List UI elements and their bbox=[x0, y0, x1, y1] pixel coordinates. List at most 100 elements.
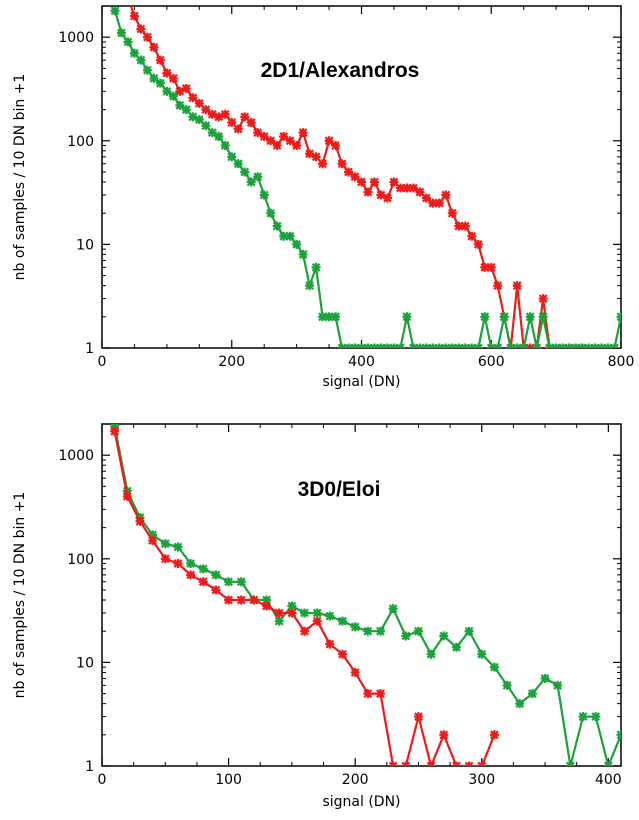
data-point-green bbox=[553, 681, 562, 690]
data-point-green bbox=[240, 167, 249, 176]
x-axis-label: signal (DN) bbox=[322, 794, 400, 810]
data-point-red bbox=[173, 559, 182, 568]
data-point-red bbox=[357, 178, 366, 187]
data-point-red bbox=[401, 762, 410, 771]
data-point-green bbox=[493, 344, 502, 353]
data-point-red bbox=[275, 608, 284, 617]
data-point-green bbox=[396, 344, 405, 353]
data-point-green bbox=[312, 263, 321, 272]
y-tick-label: 10 bbox=[76, 237, 94, 253]
data-point-green bbox=[591, 712, 600, 721]
data-point-green bbox=[532, 344, 541, 353]
data-point-red bbox=[262, 602, 271, 611]
data-point-green bbox=[221, 141, 230, 150]
chart-title: 3D0/Eloi bbox=[298, 478, 381, 501]
data-point-green bbox=[224, 577, 233, 586]
data-point-green bbox=[480, 312, 489, 321]
data-point-red bbox=[313, 617, 322, 626]
x-tick-label: 200 bbox=[342, 772, 369, 788]
data-point-red bbox=[286, 136, 295, 145]
data-point-red bbox=[148, 536, 157, 545]
x-tick-label: 0 bbox=[98, 772, 107, 788]
data-point-green bbox=[266, 209, 275, 218]
data-point-red bbox=[477, 762, 486, 771]
x-tick-label: 400 bbox=[348, 354, 375, 370]
data-point-red bbox=[149, 43, 158, 52]
data-point-green bbox=[143, 66, 152, 75]
x-tick-label: 400 bbox=[595, 772, 622, 788]
data-point-red bbox=[490, 730, 499, 739]
data-point-red bbox=[370, 178, 379, 187]
y-tick-label: 100 bbox=[67, 552, 94, 568]
x-tick-label: 100 bbox=[215, 772, 242, 788]
data-point-green bbox=[292, 240, 301, 249]
data-point-green bbox=[110, 6, 119, 15]
data-point-green bbox=[338, 617, 347, 626]
data-point-green bbox=[452, 643, 461, 652]
data-point-green bbox=[234, 159, 243, 168]
data-point-red bbox=[273, 141, 282, 150]
data-point-red bbox=[136, 24, 145, 33]
data-point-green bbox=[211, 570, 220, 579]
data-point-green bbox=[439, 631, 448, 640]
data-point-red bbox=[441, 190, 450, 199]
chart-panel-top: 0 200 400 600 800 1 10 100 1000 signal (DN) nb of … bbox=[12, 0, 634, 390]
data-point-red bbox=[279, 132, 288, 141]
data-point-green bbox=[117, 28, 126, 37]
data-point-red bbox=[493, 281, 502, 290]
data-point-green bbox=[604, 762, 613, 771]
data-point-green bbox=[610, 344, 619, 353]
data-point-green bbox=[175, 101, 184, 110]
data-point-green bbox=[253, 172, 262, 181]
data-point-red bbox=[224, 596, 233, 605]
chart-title: 2D1/Alexandros bbox=[261, 59, 420, 82]
data-point-red bbox=[123, 0, 132, 2]
data-point-green bbox=[579, 712, 588, 721]
data-point-red bbox=[211, 585, 220, 594]
data-point-red bbox=[299, 128, 308, 137]
y-tick-label: 1000 bbox=[58, 448, 94, 464]
data-point-red bbox=[363, 188, 372, 197]
data-point-red bbox=[318, 159, 327, 168]
data-point-green bbox=[526, 312, 535, 321]
data-point-red bbox=[487, 263, 496, 272]
data-point-red bbox=[234, 124, 243, 133]
data-point-green bbox=[401, 631, 410, 640]
data-point-red bbox=[161, 554, 170, 563]
data-point-red bbox=[201, 105, 210, 114]
data-point-red bbox=[465, 762, 474, 771]
data-point-red bbox=[130, 12, 139, 21]
data-point-red bbox=[435, 199, 444, 208]
data-point-green bbox=[214, 132, 223, 141]
data-point-green bbox=[182, 105, 191, 114]
data-point-red bbox=[266, 136, 275, 145]
data-point-green bbox=[260, 190, 269, 199]
data-point-green bbox=[474, 344, 483, 353]
data-point-red bbox=[135, 517, 144, 526]
data-point-green bbox=[199, 564, 208, 573]
data-point-green bbox=[519, 344, 528, 353]
data-point-red bbox=[539, 294, 548, 303]
data-point-green bbox=[528, 689, 537, 698]
y-axis-label: nb of samples / 10 DN bin +1 bbox=[12, 492, 28, 699]
series-layer bbox=[110, 0, 625, 353]
data-point-red bbox=[452, 762, 461, 771]
data-point-green bbox=[490, 663, 499, 672]
data-point-green bbox=[503, 681, 512, 690]
data-point-red bbox=[376, 689, 385, 698]
data-point-green bbox=[477, 650, 486, 659]
x-tick-label: 200 bbox=[218, 354, 245, 370]
data-point-red bbox=[461, 222, 470, 231]
data-point-green bbox=[299, 250, 308, 259]
data-point-red bbox=[199, 577, 208, 586]
data-point-red bbox=[237, 596, 246, 605]
data-point-green bbox=[515, 699, 524, 708]
data-point-red bbox=[110, 427, 119, 436]
data-point-red bbox=[249, 596, 258, 605]
data-point-green bbox=[169, 92, 178, 101]
x-tick-label: 300 bbox=[468, 772, 495, 788]
data-point-green bbox=[402, 312, 411, 321]
data-point-red bbox=[439, 730, 448, 739]
data-point-red bbox=[123, 492, 132, 501]
